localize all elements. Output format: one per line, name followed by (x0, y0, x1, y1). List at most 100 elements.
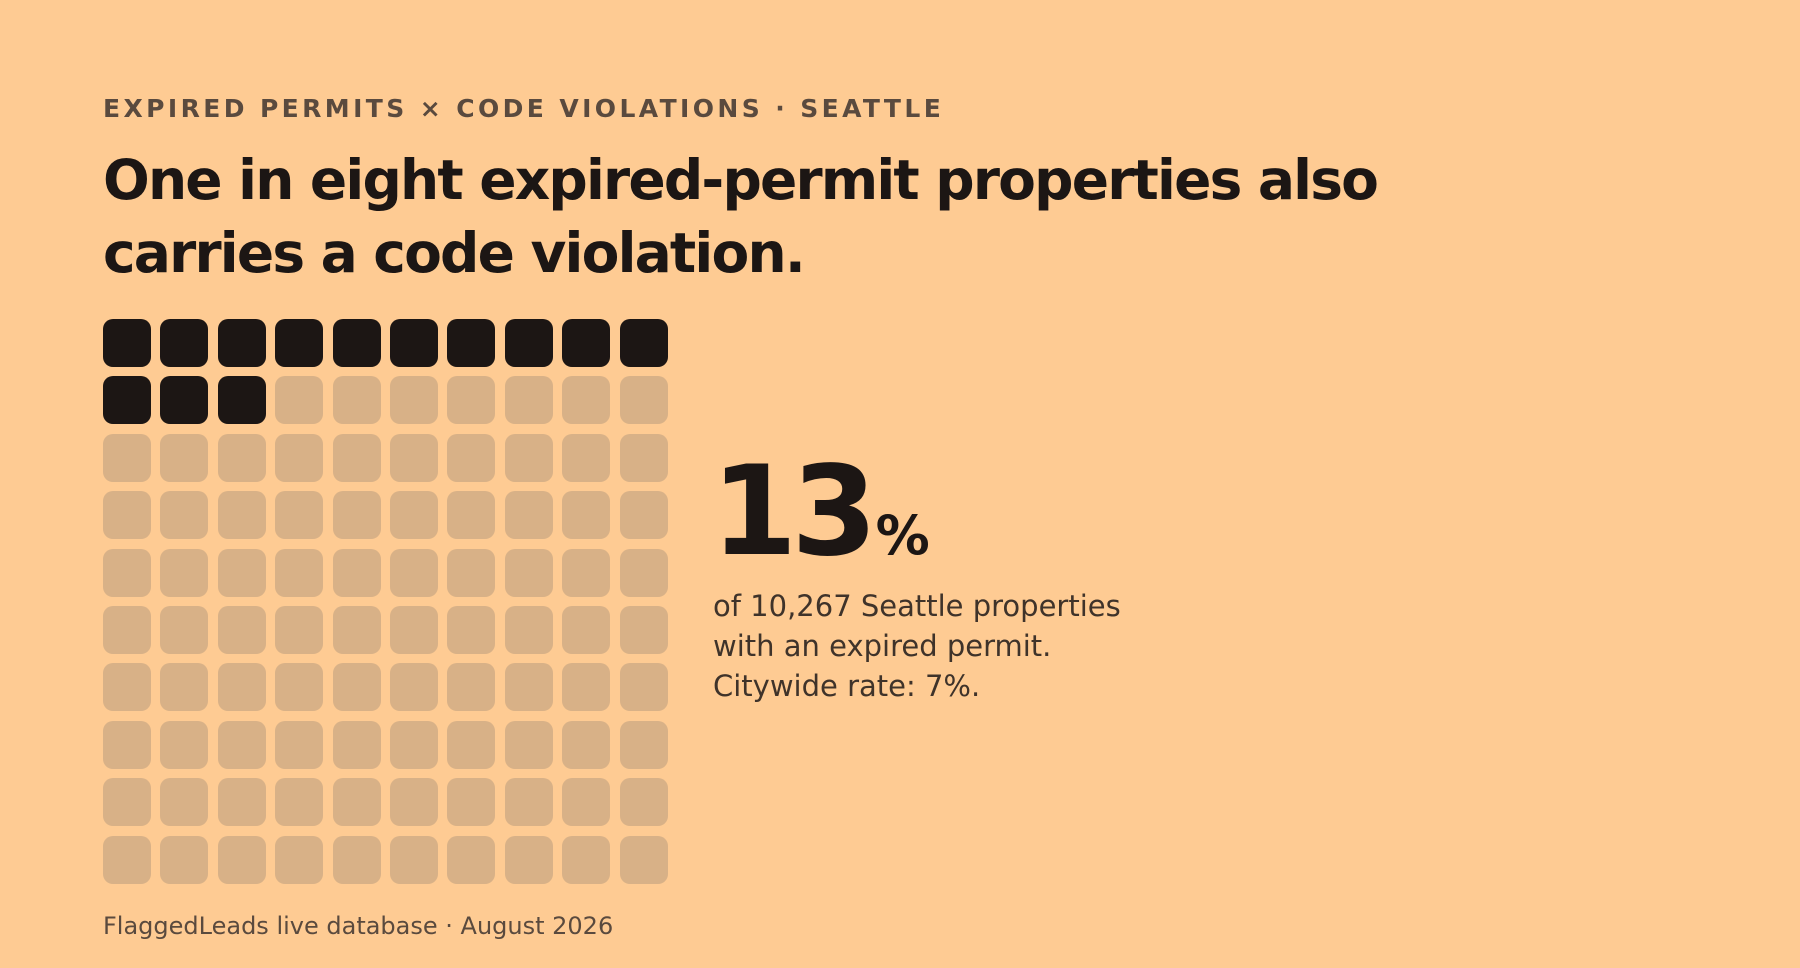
waffle-cell-empty (103, 491, 151, 539)
stat-number: 13 (711, 440, 878, 584)
waffle-cell-empty (620, 434, 668, 482)
waffle-cell-empty (390, 549, 438, 597)
waffle-cell-empty (160, 721, 208, 769)
waffle-cell-empty (275, 836, 323, 884)
waffle-cell-empty (390, 721, 438, 769)
waffle-cell-empty (620, 778, 668, 826)
waffle-cell-empty (505, 606, 553, 654)
waffle-cell-empty (333, 606, 381, 654)
waffle-cell-empty (275, 434, 323, 482)
waffle-cell-empty (620, 491, 668, 539)
waffle-cell-empty (562, 778, 610, 826)
waffle-cell-filled (160, 319, 208, 367)
waffle-cell-empty (275, 549, 323, 597)
waffle-cell-empty (333, 721, 381, 769)
waffle-cell-empty (505, 778, 553, 826)
waffle-cell-filled (390, 319, 438, 367)
waffle-cell-empty (390, 778, 438, 826)
stat-description: of 10,267 Seattle properties with an exp… (713, 589, 1121, 703)
waffle-cell-empty (160, 491, 208, 539)
waffle-cell-empty (390, 376, 438, 424)
waffle-cell-empty (390, 663, 438, 711)
waffle-cell-empty (505, 836, 553, 884)
waffle-cell-empty (160, 606, 208, 654)
waffle-cell-empty (333, 836, 381, 884)
waffle-cell-empty (505, 721, 553, 769)
waffle-cell-empty (505, 376, 553, 424)
waffle-cell-empty (390, 836, 438, 884)
waffle-cell-empty (218, 721, 266, 769)
waffle-cell-empty (390, 606, 438, 654)
waffle-cell-empty (103, 721, 151, 769)
waffle-cell-filled (160, 376, 208, 424)
waffle-cell-empty (505, 434, 553, 482)
waffle-cell-filled (103, 376, 151, 424)
waffle-cell-empty (275, 491, 323, 539)
waffle-cell-empty (160, 663, 208, 711)
source-note: FlaggedLeads live database · August 2026 (103, 912, 614, 940)
waffle-cell-filled (333, 319, 381, 367)
waffle-cell-empty (160, 434, 208, 482)
waffle-cell-empty (333, 778, 381, 826)
waffle-cell-empty (562, 663, 610, 711)
waffle-cell-empty (103, 663, 151, 711)
waffle-cell-empty (447, 663, 495, 711)
waffle-cell-empty (103, 549, 151, 597)
waffle-cell-empty (218, 549, 266, 597)
waffle-cell-filled (218, 376, 266, 424)
waffle-cell-empty (103, 778, 151, 826)
waffle-cell-empty (275, 663, 323, 711)
waffle-cell-empty (333, 549, 381, 597)
waffle-cell-empty (218, 491, 266, 539)
waffle-cell-empty (390, 434, 438, 482)
waffle-cell-empty (275, 778, 323, 826)
waffle-cell-empty (333, 434, 381, 482)
waffle-cell-empty (505, 663, 553, 711)
waffle-cell-empty (160, 836, 208, 884)
waffle-cell-empty (103, 434, 151, 482)
waffle-cell-empty (447, 434, 495, 482)
waffle-cell-empty (447, 491, 495, 539)
waffle-cell-empty (218, 434, 266, 482)
waffle-cell-empty (620, 606, 668, 654)
waffle-cell-empty (218, 663, 266, 711)
waffle-cell-empty (218, 606, 266, 654)
waffle-cell-filled (218, 319, 266, 367)
waffle-cell-empty (275, 721, 323, 769)
waffle-cell-empty (160, 549, 208, 597)
waffle-cell-empty (562, 836, 610, 884)
waffle-cell-filled (505, 319, 553, 367)
stat-unit: % (875, 504, 930, 567)
waffle-cell-empty (447, 721, 495, 769)
stat-value: 13% (711, 450, 930, 574)
waffle-cell-empty (620, 376, 668, 424)
waffle-cell-empty (620, 721, 668, 769)
chart-headline: One in eight expired-permit properties a… (103, 148, 1379, 285)
waffle-cell-empty (218, 836, 266, 884)
waffle-cell-empty (562, 491, 610, 539)
waffle-cell-filled (103, 319, 151, 367)
waffle-cell-empty (562, 606, 610, 654)
waffle-cell-empty (447, 549, 495, 597)
waffle-cell-empty (103, 606, 151, 654)
waffle-cell-empty (562, 376, 610, 424)
waffle-cell-empty (447, 376, 495, 424)
waffle-cell-empty (620, 549, 668, 597)
waffle-cell-empty (218, 778, 266, 826)
waffle-cell-empty (620, 836, 668, 884)
waffle-cell-empty (103, 836, 151, 884)
waffle-cell-filled (275, 319, 323, 367)
waffle-cell-empty (447, 836, 495, 884)
waffle-cell-filled (447, 319, 495, 367)
waffle-cell-empty (562, 721, 610, 769)
waffle-cell-filled (562, 319, 610, 367)
waffle-cell-empty (390, 491, 438, 539)
waffle-cell-empty (333, 491, 381, 539)
waffle-cell-empty (447, 778, 495, 826)
waffle-cell-filled (620, 319, 668, 367)
waffle-cell-empty (333, 376, 381, 424)
waffle-cell-empty (160, 778, 208, 826)
waffle-cell-empty (562, 434, 610, 482)
chart-kicker: EXPIRED PERMITS × CODE VIOLATIONS · SEAT… (103, 94, 945, 123)
waffle-cell-empty (275, 606, 323, 654)
